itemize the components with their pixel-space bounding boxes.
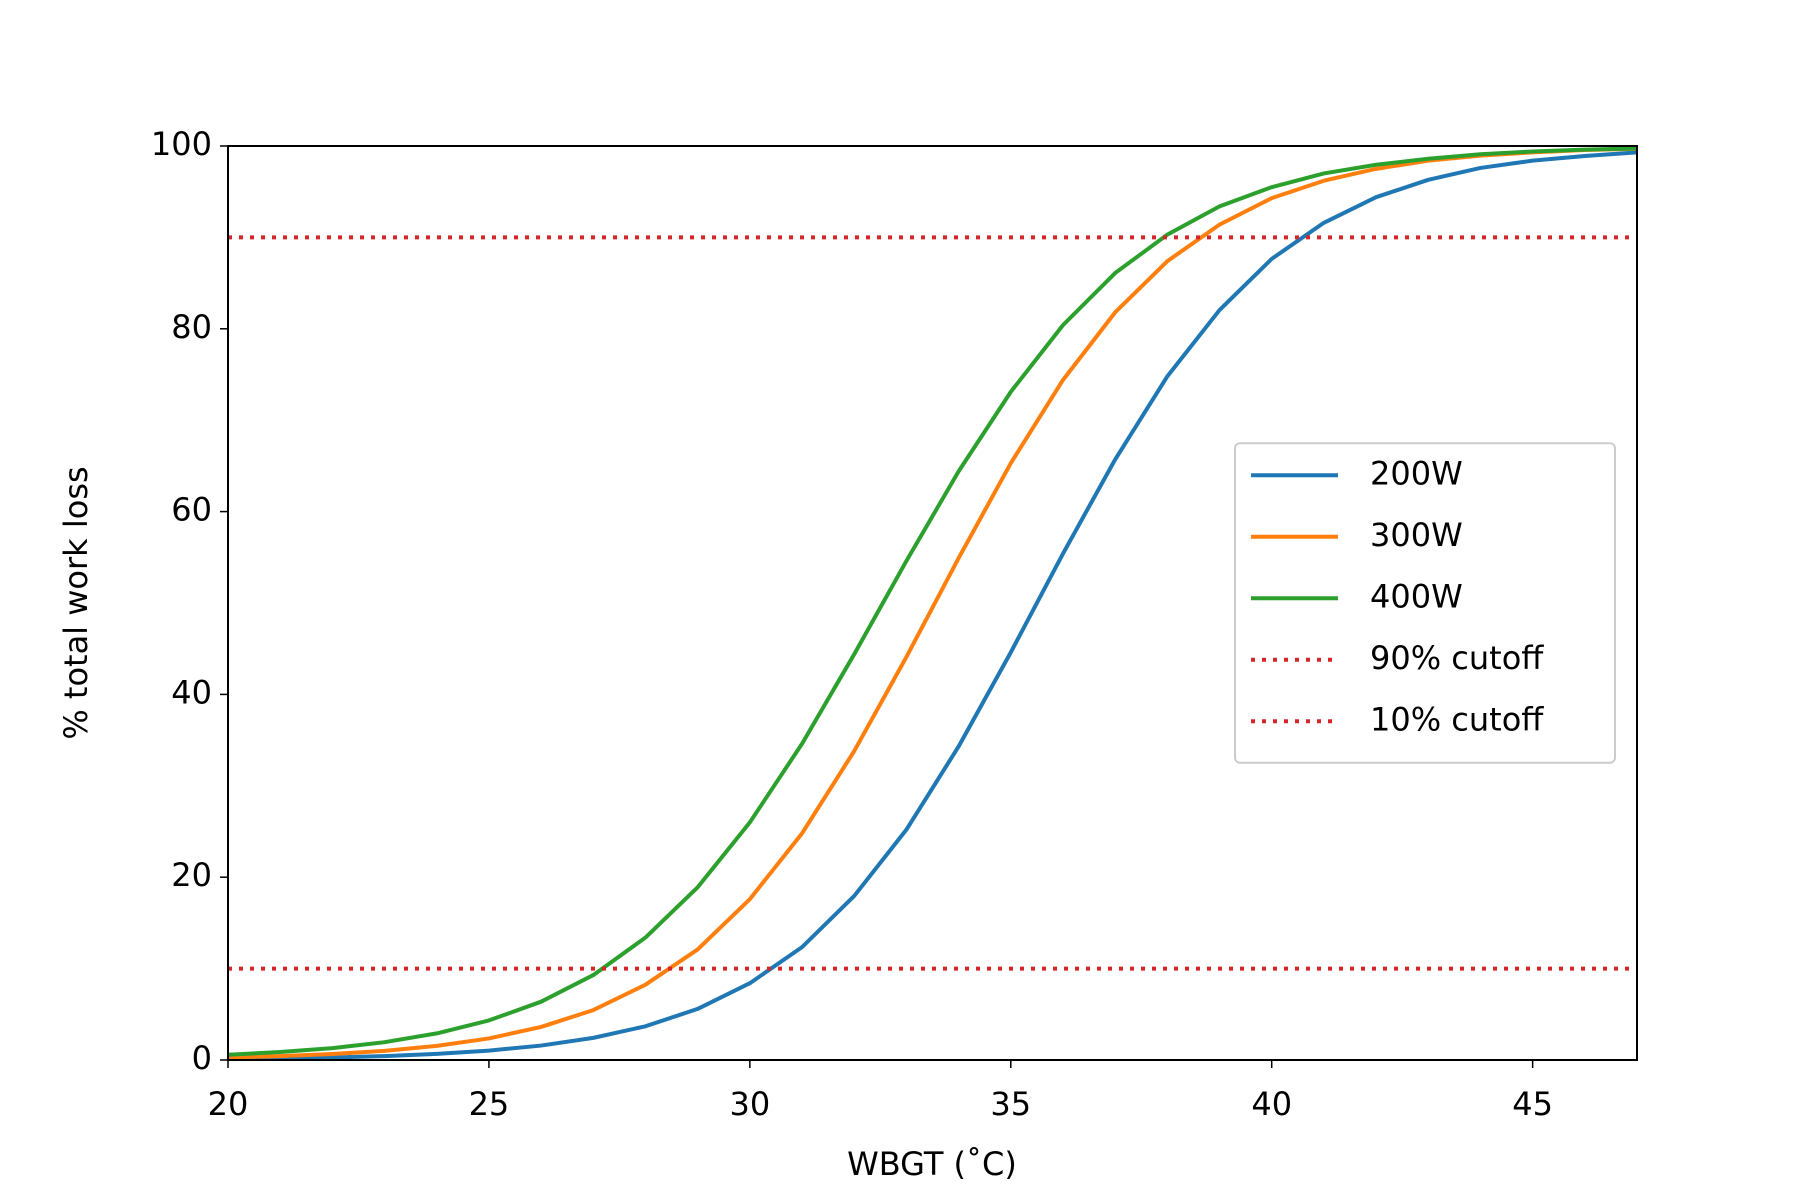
x-tick-label: 45	[1512, 1085, 1553, 1123]
y-tick-label: 40	[171, 673, 212, 711]
legend-label: 10% cutoff	[1370, 700, 1544, 738]
line-series	[227, 146, 1638, 1057]
x-tick-label: 40	[1251, 1085, 1292, 1123]
legend-label: 400W	[1370, 577, 1463, 615]
x-tick-label: 25	[469, 1085, 510, 1123]
y-tick-label: 100	[151, 125, 212, 163]
line-series	[227, 150, 1638, 1061]
y-tick-label: 60	[171, 491, 212, 529]
y-tick-label: 80	[171, 308, 212, 346]
y-tick-label: 0	[192, 1039, 212, 1077]
legend-label: 300W	[1370, 516, 1463, 554]
x-tick-label: 35	[990, 1085, 1031, 1123]
x-axis-label: WBGT (˚C)	[847, 1145, 1017, 1183]
y-axis-label: % total work loss	[57, 466, 95, 739]
plot-frame	[227, 145, 1638, 1061]
legend-label: 90% cutoff	[1370, 639, 1544, 677]
x-tick-label: 20	[208, 1085, 249, 1123]
legend-box	[1234, 442, 1616, 764]
x-tick-label: 30	[729, 1085, 770, 1123]
line-series	[227, 146, 1638, 1060]
legend-label: 200W	[1370, 454, 1463, 492]
y-tick-label: 20	[171, 856, 212, 894]
